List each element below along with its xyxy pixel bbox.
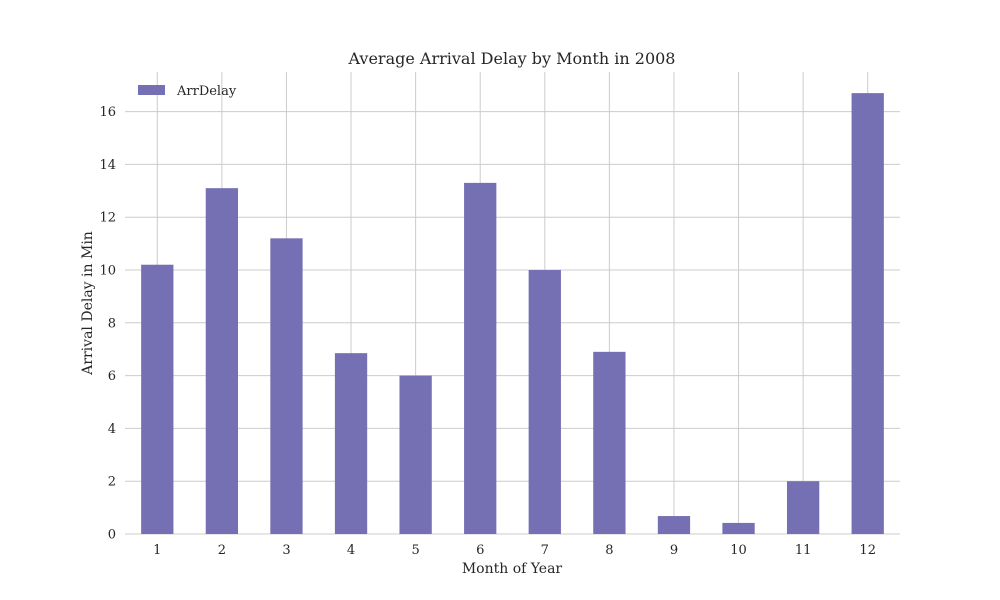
bar-month-11 [786, 481, 820, 534]
bar-month-10 [722, 522, 755, 534]
grid [125, 72, 900, 535]
bar-month-7 [528, 270, 561, 534]
x-tick-label: 2 [218, 543, 226, 558]
y-tick-label: 8 [108, 316, 116, 331]
y-tick-label: 10 [99, 264, 116, 279]
y-tick-label: 2 [108, 475, 116, 490]
y-axis-label: Arrival Delay in Min [80, 231, 96, 376]
bar-month-8 [593, 351, 626, 534]
x-tick-label: 12 [859, 543, 876, 558]
chart-title: Average Arrival Delay by Month in 2008 [348, 49, 676, 68]
y-tick-label: 6 [108, 369, 116, 384]
x-tick-label: 8 [605, 543, 613, 558]
x-tick-label: 10 [730, 543, 747, 558]
bar-month-12 [851, 93, 884, 535]
x-tick-label: 1 [153, 543, 161, 558]
x-tick-label: 3 [282, 543, 290, 558]
bar-month-6 [464, 182, 497, 534]
x-tick-label: 6 [476, 543, 484, 558]
x-tick-label: 7 [541, 543, 549, 558]
legend-label: ArrDelay [176, 84, 237, 99]
bar-month-1 [141, 264, 174, 534]
legend-swatch [138, 85, 165, 95]
bar-month-2 [205, 188, 239, 534]
x-tick-label: 5 [411, 543, 419, 558]
bar-month-9 [657, 516, 691, 534]
bar-month-5 [399, 375, 432, 534]
bars [141, 93, 884, 535]
y-tick-label: 0 [108, 528, 116, 543]
x-tick-label: 4 [347, 543, 355, 558]
x-tick-label: 11 [795, 543, 812, 558]
x-tick-label: 9 [670, 543, 678, 558]
y-tick-label: 16 [99, 105, 116, 120]
y-tick-label: 12 [99, 211, 116, 226]
x-axis-label: Month of Year [462, 561, 563, 577]
bar-month-3 [270, 238, 303, 534]
legend: ArrDelay [138, 84, 237, 99]
y-tick-label: 14 [99, 158, 116, 173]
bar-month-4 [334, 353, 368, 534]
y-tick-label: 4 [108, 422, 116, 437]
